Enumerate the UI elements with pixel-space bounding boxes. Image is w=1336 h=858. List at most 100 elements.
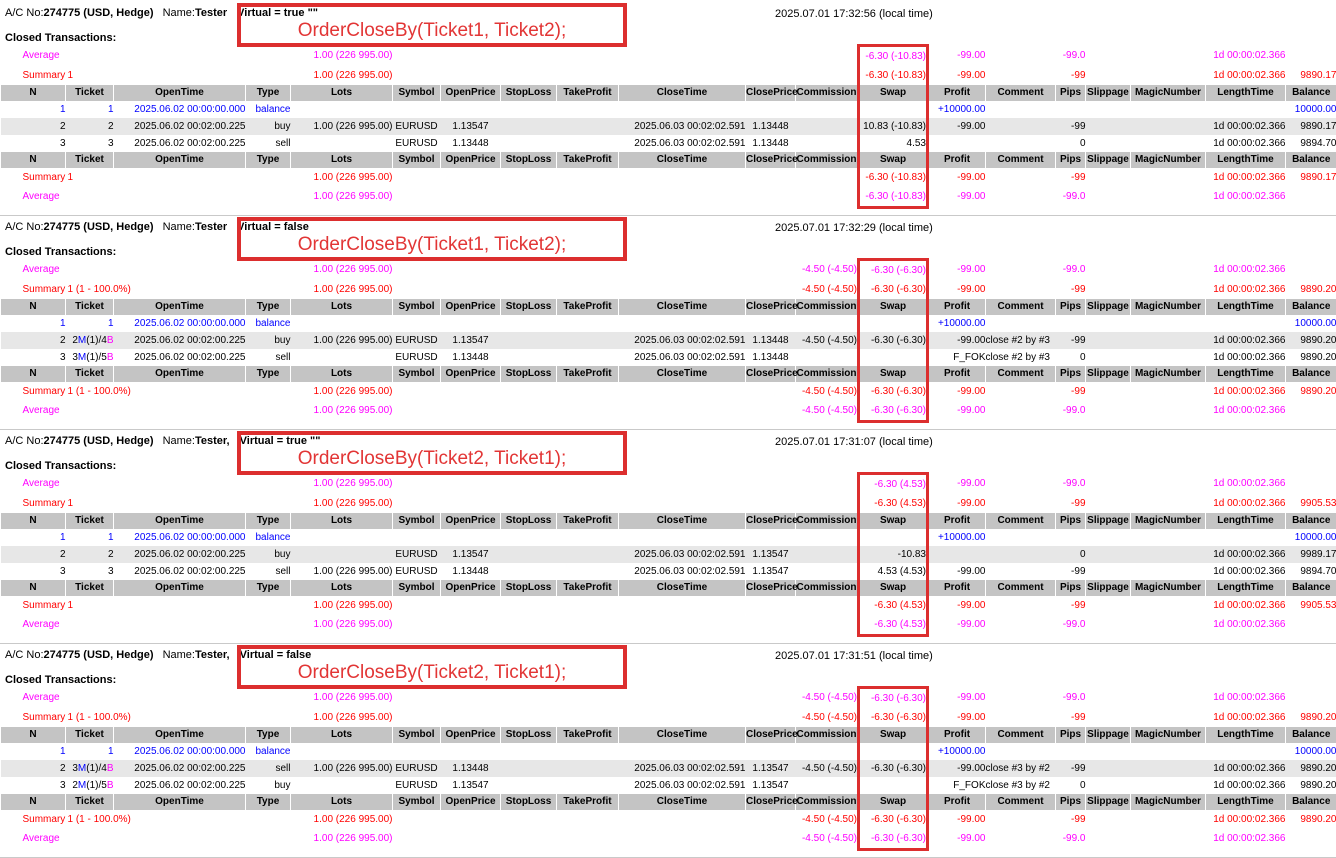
- cell-magic_number: [1131, 46, 1206, 67]
- account-line: A/C No:274775 (USD, Hedge) Name:Tester, Vi…: [5, 649, 311, 661]
- table-header-row: N Ticket OpenTime Type Lots Symbol OpenPrice St…: [0, 152, 1336, 168]
- cell-n: Summary: [22, 171, 66, 183]
- cell-pips: [1056, 315, 1086, 332]
- cell-magic_number: [1131, 596, 1206, 615]
- cell-open_time: [114, 615, 246, 636]
- column-header-pips: Pips: [1055, 299, 1086, 315]
- column-header-symbol: Symbol: [392, 794, 441, 810]
- average-row: Average 1.00 (226 995.00) -6.30 (4.53) -99.…: [1, 615, 1336, 637]
- cell-symbol: [393, 474, 441, 495]
- column-header-swap: Swap: [857, 580, 929, 596]
- cell-lots: [291, 135, 393, 152]
- cell-balance: 9989.17: [1300, 548, 1336, 560]
- column-header-pips: Pips: [1055, 85, 1086, 101]
- cell-close_time: [619, 168, 746, 187]
- cell-close_price: [746, 280, 796, 299]
- cell-ticket: 1: [107, 531, 114, 543]
- cell-lots: [291, 101, 393, 118]
- annotation-title: OrderCloseBy(Ticket1, Ticket2);: [297, 20, 567, 41]
- cell-magic_number: [1131, 349, 1206, 366]
- cell-symbol: EURUSD: [395, 548, 438, 560]
- cell-stop_loss: [501, 743, 557, 760]
- cell-type: buy: [274, 779, 291, 791]
- cell-slippage: [1086, 135, 1131, 152]
- cell-close_time: [619, 529, 746, 546]
- column-header-symbol: Symbol: [392, 727, 441, 743]
- column-header-ticket: Ticket: [65, 85, 114, 101]
- column-header-n: N: [0, 794, 66, 810]
- cell-commission: [796, 168, 859, 187]
- ticket-segment: 3: [72, 351, 78, 363]
- column-header-commission: Commission: [795, 513, 859, 529]
- column-header-lots: Lots: [290, 727, 393, 743]
- cell-profit: +10000.00: [937, 531, 986, 543]
- cell-open_time: [114, 474, 246, 495]
- transactions-table: Average 1.00 (226 995.00) -4.50 (-4.50) -6.…: [0, 686, 1336, 851]
- cell-ticket: 1: [107, 103, 114, 115]
- average-row: Average 1.00 (226 995.00) -4.50 (-4.50) -6.…: [1, 686, 1336, 709]
- cell-take_profit: [557, 280, 619, 299]
- cell-length_time: 1d 00:00:02.366: [1213, 833, 1286, 845]
- cell-take_profit: [557, 260, 619, 281]
- cell-magic_number: [1131, 810, 1206, 829]
- cell-lots: 1.00 (226 995.00): [313, 283, 393, 295]
- cell-comment: [986, 280, 1056, 299]
- cell-length_time: [1206, 315, 1286, 332]
- cell-balance: 10000.00: [1294, 745, 1336, 757]
- cell-close_time: [619, 708, 746, 727]
- cell-open_time: 2025.06.02 00:02:00.225: [134, 351, 246, 363]
- cell-n: 1: [59, 745, 66, 757]
- cell-close_time: [619, 474, 746, 495]
- cell-comment: [986, 315, 1056, 332]
- ticket-segment: M: [77, 351, 87, 363]
- cell-lots: 1.00 (226 995.00): [313, 69, 393, 81]
- cell-close_price: 1.13547: [752, 565, 789, 577]
- cell-open_time: [114, 280, 246, 299]
- column-header-n: N: [0, 580, 66, 596]
- cell-comment: [986, 382, 1056, 401]
- report-section: A/C No:274775 (USD, Hedge) Name:Tester, Vi…: [0, 430, 1336, 644]
- cell-take_profit: [557, 46, 619, 67]
- cell-pips: -99: [1071, 762, 1086, 774]
- cell-lots: 1.00 (226 995.00): [313, 477, 393, 489]
- column-header-symbol: Symbol: [392, 152, 441, 168]
- annotation-box: OrderCloseBy(Ticket1, Ticket2);: [237, 217, 627, 261]
- cell-swap: -6.30 (-6.30): [857, 401, 929, 423]
- column-header-magic_number: MagicNumber: [1130, 152, 1206, 168]
- cell-n: Average: [22, 49, 60, 61]
- cell-commission: [796, 474, 859, 495]
- cell-open_time: 2025.06.02 00:02:00.225: [134, 334, 246, 346]
- column-header-type: Type: [245, 299, 291, 315]
- cell-type: [246, 382, 291, 401]
- cell-swap: 4.53 (4.53): [857, 563, 929, 580]
- cell-length_time: 1d 00:00:02.366: [1213, 477, 1286, 489]
- cell-comment: [986, 46, 1056, 67]
- cell-balance: [1286, 187, 1336, 208]
- column-header-symbol: Symbol: [392, 85, 441, 101]
- cell-comment: [986, 688, 1056, 709]
- cell-open_time: 2025.06.02 00:00:00.000: [134, 745, 246, 757]
- cell-commission: [796, 546, 859, 563]
- trade-row: 3 3 2025.06.02 00:02:00.225 sell EURUSD 1.134…: [1, 135, 1336, 152]
- cell-comment: close #3 by #2: [985, 762, 1051, 774]
- trade-row: 2 2 2025.06.02 00:02:00.225 buy EURUSD 1.1354…: [0, 546, 1336, 563]
- cell-close_time: [619, 810, 746, 829]
- cell-close_time: [619, 66, 746, 85]
- column-header-stop_loss: StopLoss: [500, 366, 557, 382]
- cell-symbol: [393, 615, 441, 636]
- cell-n: Summary: [22, 497, 66, 509]
- cell-swap: -6.30 (-6.30): [857, 332, 929, 349]
- cell-n: Summary: [22, 599, 66, 611]
- cell-open_time: 2025.06.02 00:02:00.225: [134, 565, 246, 577]
- report-section: A/C No:274775 (USD, Hedge) Name:Tester Vir…: [0, 2, 1336, 216]
- column-header-comment: Comment: [985, 152, 1056, 168]
- cell-symbol: [393, 168, 441, 187]
- cell-take_profit: [557, 546, 619, 563]
- column-header-open_time: OpenTime: [113, 727, 246, 743]
- cell-length_time: 1d 00:00:02.366: [1213, 619, 1286, 631]
- cell-type: buy: [274, 120, 291, 132]
- cell-close_price: 1.13547: [752, 779, 789, 791]
- cell-pips: 0: [1079, 548, 1086, 560]
- cell-swap: -6.30 (-6.30): [857, 686, 929, 708]
- account-name-value: Tester,: [194, 649, 230, 661]
